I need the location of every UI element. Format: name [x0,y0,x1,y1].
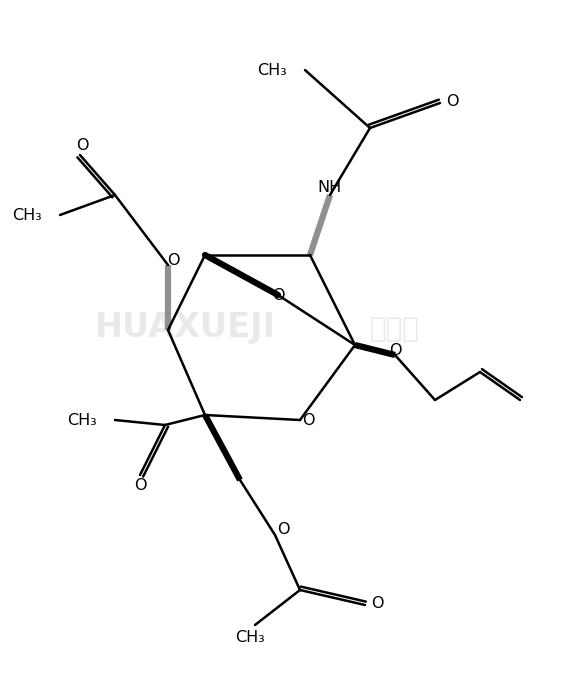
Text: O: O [166,253,179,267]
Text: CH₃: CH₃ [257,63,287,78]
Text: O: O [76,137,88,153]
Text: O: O [302,412,314,427]
Text: CH₃: CH₃ [235,629,265,644]
Text: NH: NH [318,179,342,194]
Text: CH₃: CH₃ [67,412,97,427]
Text: O: O [134,477,146,493]
Text: O: O [272,287,284,302]
Text: O: O [389,343,401,357]
Text: O: O [276,523,289,537]
Text: O: O [371,596,383,611]
Text: CH₃: CH₃ [12,207,42,223]
Text: O: O [446,93,458,109]
Text: HUAXUEJI: HUAXUEJI [95,311,276,344]
Text: 化学加: 化学加 [370,315,420,343]
